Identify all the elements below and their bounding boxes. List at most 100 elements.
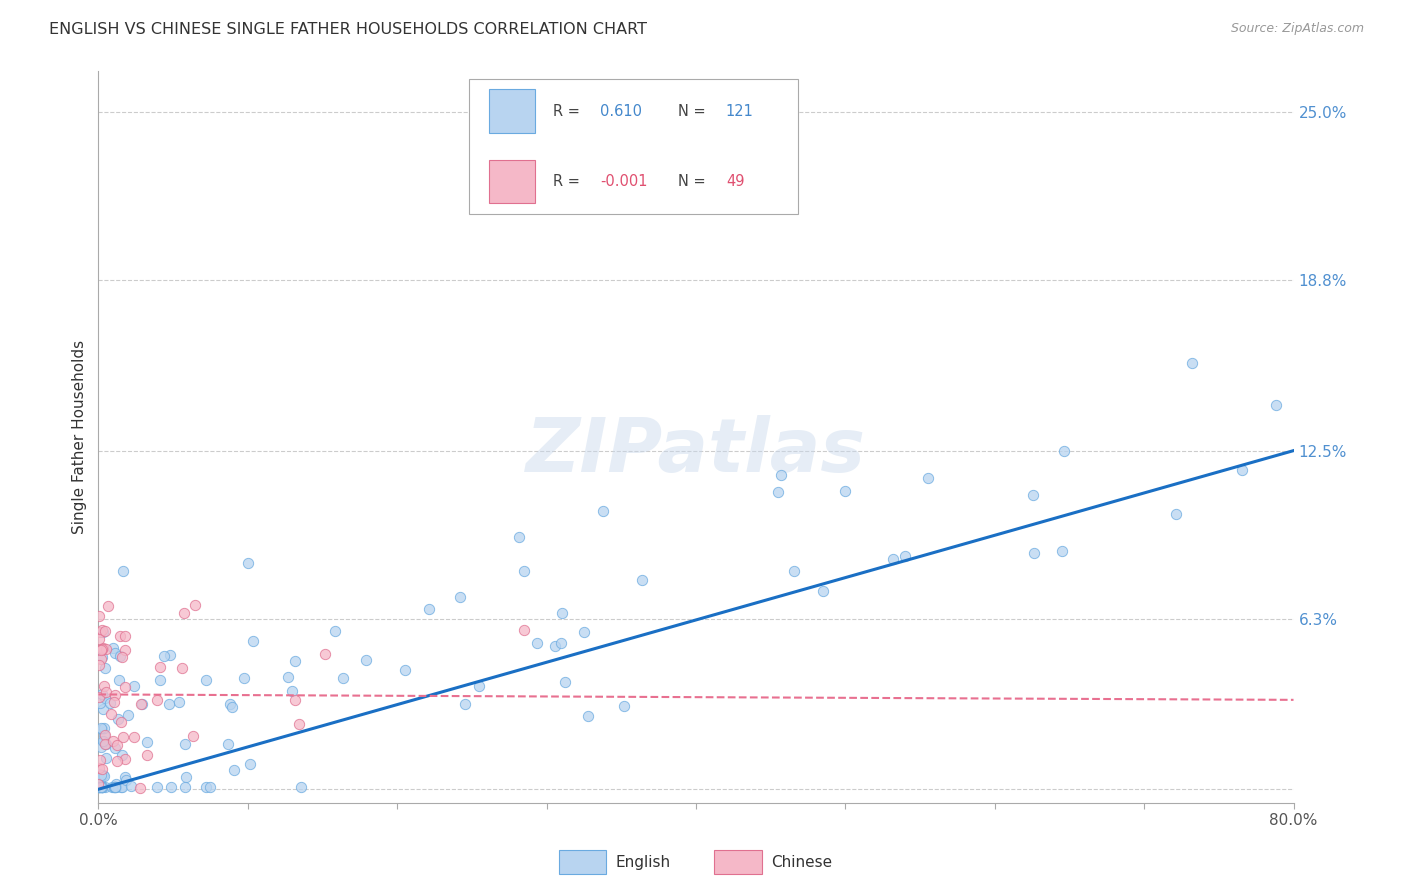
Point: [104, 780, 127, 794]
Point: [152, 649, 174, 664]
Point: [91, 768, 114, 782]
Point: [89, 696, 111, 710]
Point: [93, 735, 115, 749]
Point: [110, 714, 132, 729]
Point: [131, 697, 153, 711]
Point: [170, 661, 193, 675]
Point: [181, 729, 204, 743]
Point: [1181, 356, 1204, 370]
Point: [783, 564, 806, 578]
Point: [129, 781, 152, 796]
Bar: [714, 850, 762, 874]
Text: Chinese: Chinese: [772, 855, 832, 870]
Point: [314, 647, 336, 661]
Point: [93, 702, 115, 716]
Point: [93, 679, 115, 693]
Point: [87, 780, 110, 794]
Point: [418, 601, 440, 615]
Point: [94, 624, 117, 639]
Bar: [558, 850, 606, 874]
Point: [284, 693, 307, 707]
Point: [89, 780, 111, 794]
Point: [107, 673, 129, 687]
Point: [91, 780, 114, 794]
Point: [513, 564, 536, 578]
Point: [101, 733, 124, 747]
Point: [91, 780, 114, 794]
Point: [103, 780, 125, 794]
Point: [105, 777, 128, 791]
Point: [89, 609, 111, 624]
Point: [145, 780, 167, 794]
Point: [882, 552, 904, 566]
Point: [89, 772, 111, 787]
Point: [87, 780, 110, 794]
Point: [174, 770, 197, 784]
Text: -0.001: -0.001: [600, 174, 648, 189]
Point: [87, 777, 110, 791]
Point: [1052, 444, 1074, 458]
Point: [91, 650, 114, 665]
Point: [200, 780, 222, 794]
Point: [194, 780, 217, 794]
Point: [111, 780, 134, 794]
Point: [135, 735, 157, 749]
Point: [91, 624, 114, 639]
Point: [103, 780, 125, 794]
Point: [157, 698, 180, 712]
Point: [111, 748, 134, 763]
Point: [87, 767, 110, 781]
Point: [108, 649, 131, 664]
Point: [136, 748, 159, 763]
Point: [129, 697, 152, 711]
Text: N =: N =: [678, 103, 706, 119]
Point: [98, 697, 121, 711]
Point: [173, 606, 195, 620]
Point: [1232, 463, 1254, 477]
Point: [149, 673, 172, 688]
Point: [90, 739, 112, 754]
Point: [94, 750, 117, 764]
Point: [813, 583, 835, 598]
Point: [1022, 488, 1045, 502]
Point: [89, 753, 111, 767]
Point: [394, 663, 416, 677]
Point: [105, 755, 128, 769]
Point: [238, 556, 260, 570]
Point: [218, 697, 240, 711]
Point: [100, 706, 122, 721]
Point: [124, 730, 146, 744]
Point: [87, 657, 110, 672]
Point: [122, 679, 145, 693]
Point: [554, 675, 576, 690]
Point: [114, 752, 136, 766]
Point: [94, 661, 117, 675]
Point: [146, 693, 169, 707]
Point: [1265, 398, 1288, 412]
Point: [572, 624, 595, 639]
Point: [87, 690, 110, 704]
Point: [356, 653, 378, 667]
Point: [332, 671, 354, 685]
Point: [112, 565, 135, 579]
Point: [94, 690, 117, 705]
Point: [149, 660, 172, 674]
Point: [91, 780, 114, 794]
Point: [550, 636, 572, 650]
Point: [94, 780, 117, 794]
Point: [526, 635, 548, 649]
Point: [894, 549, 917, 563]
Point: [94, 685, 117, 699]
Point: [284, 654, 307, 668]
Point: [834, 484, 856, 499]
Point: [159, 780, 181, 794]
Point: [453, 697, 475, 711]
Point: [173, 780, 195, 794]
Text: R =: R =: [553, 103, 579, 119]
Point: [89, 625, 111, 640]
Point: [467, 679, 489, 693]
Point: [94, 737, 117, 751]
Point: [89, 780, 111, 794]
Point: [90, 722, 112, 736]
Point: [87, 632, 110, 646]
